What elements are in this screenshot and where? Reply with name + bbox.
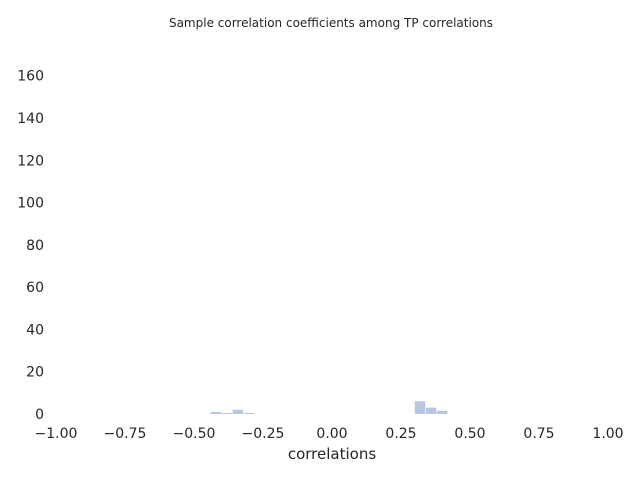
histogram-bar (243, 412, 255, 414)
histogram-bar (232, 409, 244, 414)
histogram-bar (221, 412, 233, 414)
y-tick-label: 120 (17, 153, 44, 169)
y-tick-label: 140 (17, 111, 44, 127)
y-tick-label: 0 (35, 407, 44, 423)
bars-layer (210, 401, 448, 414)
y-tick-label: 40 (26, 322, 44, 338)
y-tick-label: 80 (26, 238, 44, 254)
x-axis-ticks: −1.00 −0.75 −0.50 −0.25 0.00 0.25 0.50 0.75 1.00 (35, 426, 624, 442)
x-tick-label: −1.00 (35, 426, 78, 442)
histogram-bar (210, 411, 221, 414)
x-tick-label: −0.25 (242, 426, 285, 442)
x-tick-label: 0.25 (385, 426, 416, 442)
x-tick-label: 0.00 (316, 426, 347, 442)
x-tick-label: −0.50 (173, 426, 216, 442)
histogram-bar (414, 401, 426, 414)
y-tick-label: 160 (17, 69, 44, 85)
x-tick-label: −0.75 (104, 426, 147, 442)
y-tick-label: 100 (17, 196, 44, 212)
y-tick-label: 20 (26, 365, 44, 381)
y-axis-ticks: 0 20 40 60 80 100 120 140 160 (17, 69, 44, 423)
x-tick-label: 0.75 (523, 426, 554, 442)
histogram-bar (436, 410, 448, 414)
histogram-bar (425, 407, 437, 414)
x-tick-label: 0.50 (454, 426, 485, 442)
y-tick-label: 60 (26, 280, 44, 296)
chart-title: Sample correlation coefficients among TP… (169, 16, 493, 30)
x-tick-label: 1.00 (592, 426, 623, 442)
x-axis-label: correlations (288, 445, 376, 463)
